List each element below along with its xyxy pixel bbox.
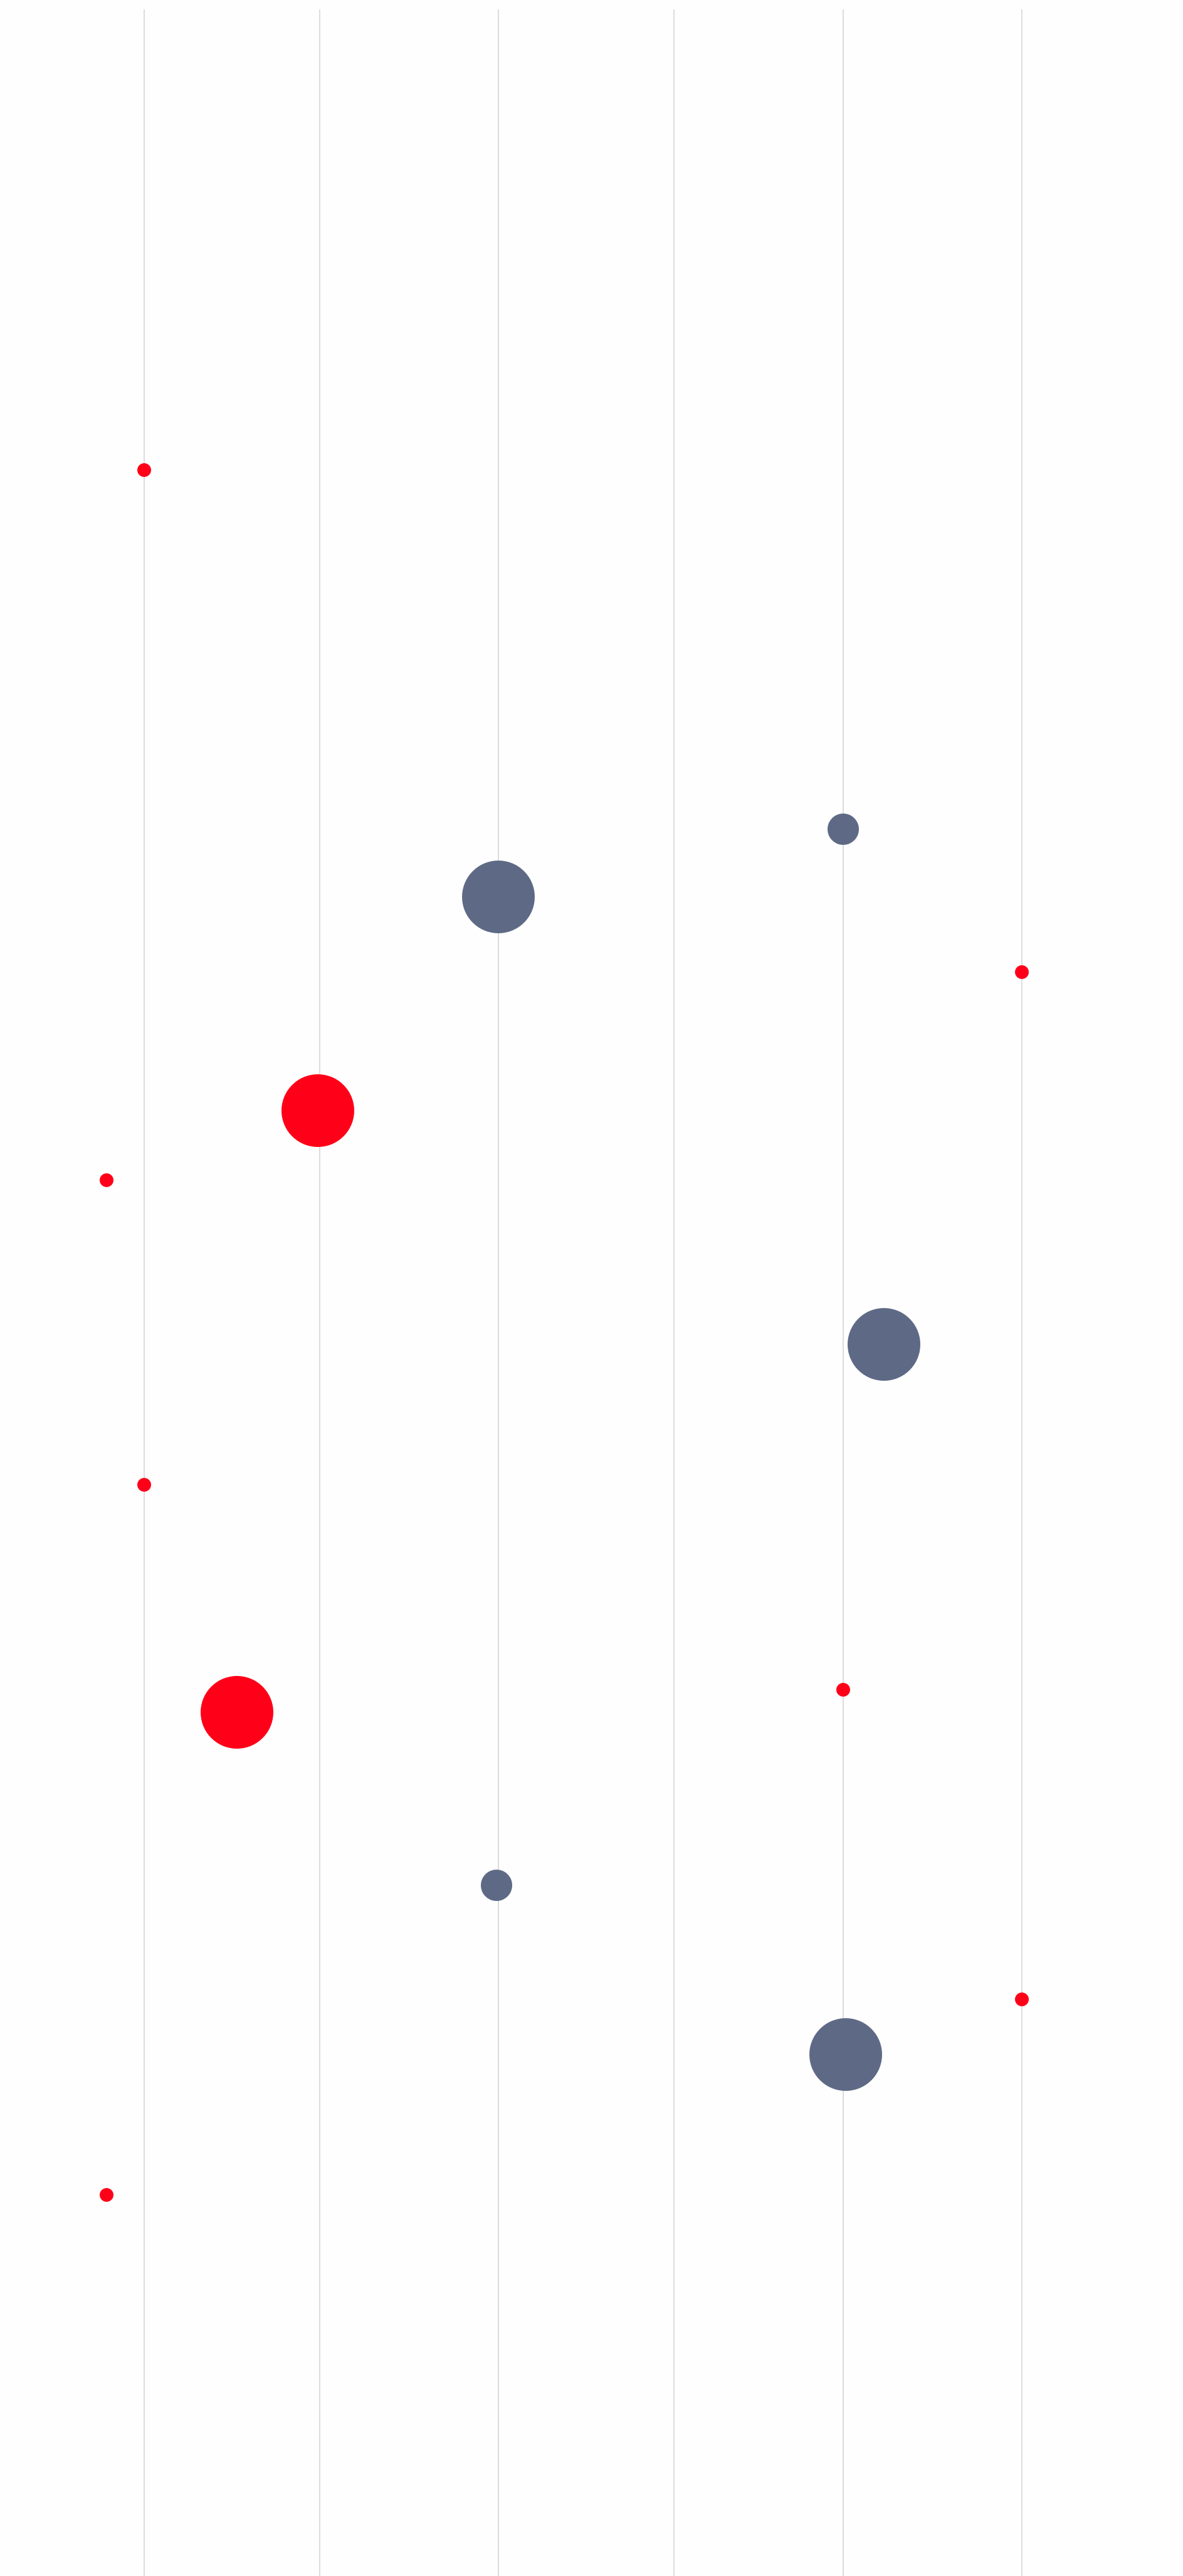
red-dot xyxy=(137,463,151,477)
slate-dot xyxy=(828,814,859,845)
red-dot xyxy=(201,1676,273,1749)
slate-dot xyxy=(848,1308,920,1381)
red-dot xyxy=(100,2188,113,2202)
red-dot xyxy=(100,1173,113,1187)
slate-dot xyxy=(481,1870,512,1901)
red-dot xyxy=(137,1478,151,1492)
red-dot xyxy=(836,1683,850,1697)
red-dot xyxy=(1015,965,1029,979)
dots-layer xyxy=(100,463,1029,2202)
slate-dot xyxy=(809,2018,882,2091)
vertical-gridlines xyxy=(144,9,1023,2576)
red-dot xyxy=(281,1074,354,1147)
red-dot xyxy=(1015,1992,1029,2006)
slate-dot xyxy=(462,861,535,933)
